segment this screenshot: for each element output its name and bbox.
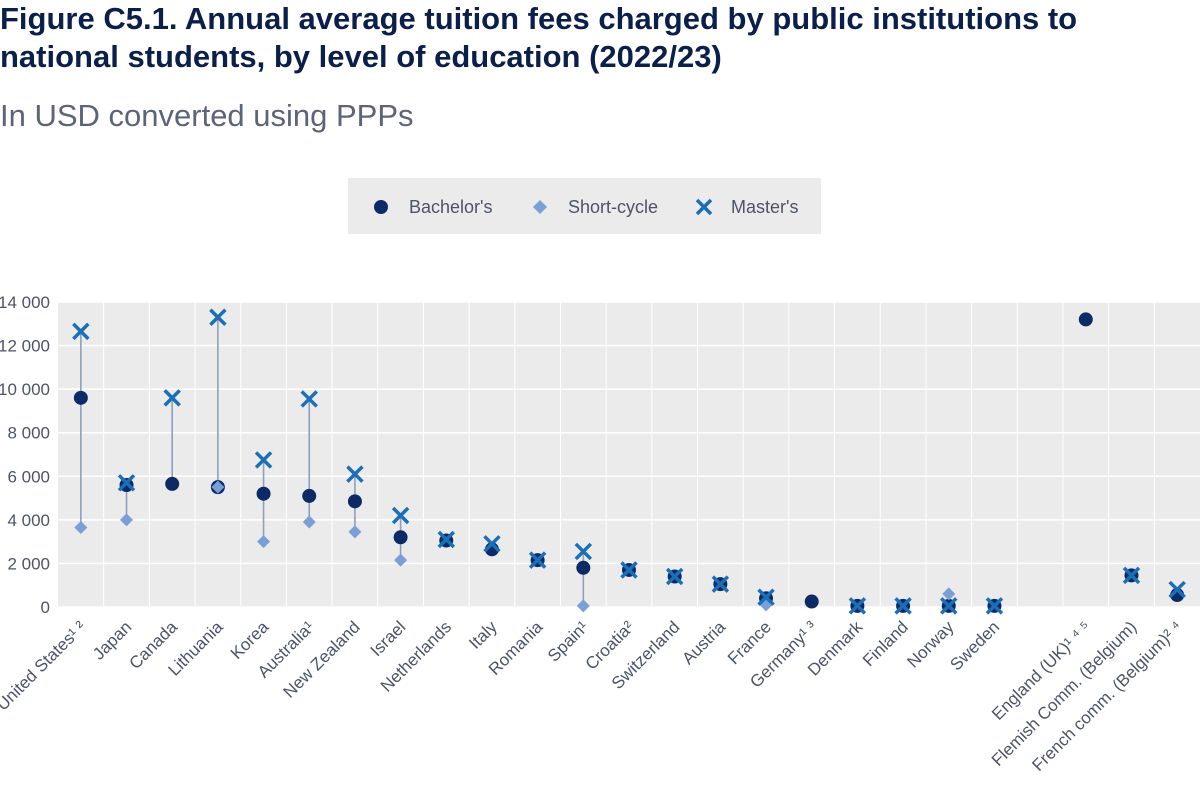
y-tick-label: 10 000 bbox=[0, 380, 50, 399]
legend-short-cycle-label: Short-cycle bbox=[568, 197, 658, 217]
masters-point-switzerland bbox=[665, 567, 684, 586]
masters-point-france bbox=[757, 588, 775, 606]
y-tick-label: 8 000 bbox=[7, 424, 50, 443]
data-marks bbox=[72, 308, 1186, 615]
x-tick-label-italy: Italy bbox=[465, 617, 501, 653]
legend-masters-label: Master's bbox=[731, 197, 798, 217]
masters-point-italy bbox=[483, 535, 501, 553]
bachelors-point-united-states bbox=[73, 390, 88, 405]
short-cycle-point-lithuania bbox=[211, 480, 225, 494]
masters-point-lithuania bbox=[209, 308, 227, 326]
legend: Bachelor's Short-cycle Master's bbox=[348, 178, 821, 234]
short-cycle-point-spain bbox=[576, 599, 590, 613]
y-tick-label: 0 bbox=[41, 598, 50, 617]
masters-point-new-zealand bbox=[346, 465, 364, 483]
x-tick-label-sweden: Sweden bbox=[946, 617, 1003, 674]
chart-subtitle: In USD converted using PPPs bbox=[0, 98, 414, 133]
masters-point-sweden bbox=[985, 597, 1004, 615]
short-cycle-point-korea bbox=[257, 535, 271, 549]
masters-point-spain bbox=[574, 542, 593, 561]
masters-point-norway bbox=[940, 597, 958, 615]
bachelors-point-germany bbox=[804, 594, 819, 609]
y-tick-label: 6 000 bbox=[7, 467, 50, 486]
bachelors-point-spain bbox=[576, 560, 591, 575]
masters-point-french-comm-belgium bbox=[1168, 580, 1186, 599]
masters-point-flemish-comm-belgium bbox=[1122, 566, 1141, 585]
legend-bachelors-circle-icon bbox=[374, 200, 388, 214]
masters-point-japan bbox=[117, 474, 136, 492]
bachelors-point-israel bbox=[393, 530, 408, 545]
x-tick-label-united-states: United States¹ ² bbox=[0, 617, 90, 714]
vertical-gridlines bbox=[103, 302, 1155, 607]
y-tick-label: 12 000 bbox=[0, 337, 50, 356]
bachelors-point-korea bbox=[256, 486, 271, 501]
legend-short-cycle-diamond-icon bbox=[533, 200, 547, 214]
plot-background bbox=[58, 302, 1200, 607]
y-axis-tick-labels: 0 2 000 4 000 6 000 8 000 10 000 12 000 14 000 bbox=[0, 293, 50, 617]
y-tick-label: 14 000 bbox=[0, 293, 50, 312]
masters-point-austria bbox=[711, 575, 730, 593]
masters-point-finland bbox=[894, 597, 912, 615]
masters-point-australia bbox=[300, 390, 318, 408]
x-tick-label-israel: Israel bbox=[367, 617, 410, 660]
short-cycle-point-australia bbox=[302, 515, 316, 529]
short-cycle-point-israel bbox=[394, 553, 408, 567]
bachelors-point-canada bbox=[165, 476, 180, 491]
legend-background bbox=[348, 178, 821, 234]
masters-point-united-states bbox=[72, 322, 90, 341]
y-tick-label: 4 000 bbox=[7, 511, 50, 530]
short-cycle-point-japan bbox=[120, 513, 134, 527]
bachelors-point-new-zealand bbox=[347, 494, 362, 509]
chart-title: Figure C5.1. Annual average tuition fees… bbox=[0, 1, 1078, 74]
short-cycle-point-united-states bbox=[74, 520, 88, 534]
masters-point-croatia bbox=[620, 561, 638, 579]
masters-point-romania bbox=[528, 551, 547, 569]
short-cycle-point-new-zealand bbox=[348, 525, 362, 539]
legend-masters-x-icon bbox=[695, 198, 713, 216]
legend-item-short-cycle[interactable]: Short-cycle bbox=[533, 197, 658, 217]
masters-point-israel bbox=[391, 506, 410, 525]
bachelors-point-england-uk bbox=[1078, 312, 1093, 327]
x-tick-label-finland: Finland bbox=[859, 617, 912, 670]
y-tick-label: 2 000 bbox=[7, 554, 50, 573]
x-tick-label-austria: Austria bbox=[678, 617, 729, 668]
bachelors-point-australia bbox=[302, 488, 317, 503]
masters-point-korea bbox=[254, 451, 273, 469]
masters-point-canada bbox=[163, 389, 181, 407]
legend-item-bachelors[interactable]: Bachelor's bbox=[374, 197, 492, 217]
legend-item-masters[interactable]: Master's bbox=[695, 197, 798, 217]
masters-point-denmark bbox=[848, 597, 867, 615]
masters-point-netherlands bbox=[437, 530, 456, 549]
legend-bachelors-label: Bachelor's bbox=[409, 197, 492, 217]
short-cycle-point-norway bbox=[942, 587, 956, 601]
